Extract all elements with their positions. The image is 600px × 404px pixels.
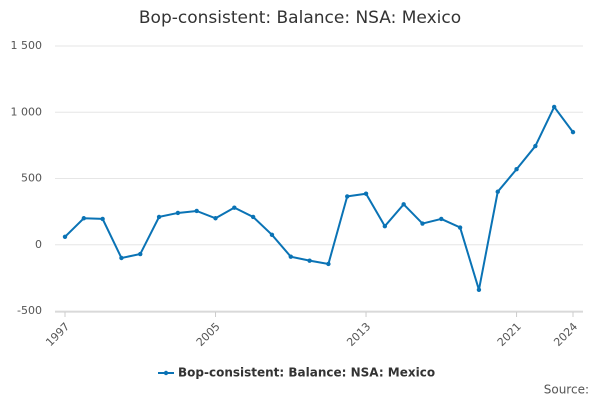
legend-marker [163, 370, 169, 376]
x-tick-label: 2005 [194, 320, 223, 349]
x-tick-label: 2024 [551, 320, 580, 349]
x-tick-label: 2013 [344, 320, 373, 349]
point [514, 167, 519, 172]
point [62, 234, 68, 239]
point [401, 202, 406, 207]
point [269, 232, 275, 238]
x-tick-label: 2021 [495, 320, 524, 349]
point [138, 251, 143, 257]
point [232, 205, 237, 210]
point [420, 221, 425, 226]
point [363, 191, 369, 196]
point [194, 208, 199, 214]
point [439, 216, 444, 222]
point [533, 143, 538, 149]
point [213, 216, 218, 221]
point [81, 216, 87, 221]
y-tick-label: -500 [17, 304, 42, 317]
chart-title: Bop-consistent: Balance: NSA: Mexico [139, 8, 461, 28]
point [307, 258, 312, 263]
point [495, 189, 500, 194]
point [250, 214, 256, 220]
point [457, 225, 463, 230]
point [156, 214, 162, 220]
y-tick-label: 500 [21, 172, 42, 185]
series-line [64, 105, 574, 291]
x-tick-label: 1997 [43, 320, 72, 349]
point [382, 224, 388, 229]
point [345, 194, 350, 199]
point [570, 129, 576, 135]
point [551, 104, 557, 110]
point [119, 255, 124, 261]
point [288, 254, 293, 259]
y-tick-label: 0 [35, 238, 42, 251]
y-tick-label: 1 500 [11, 39, 43, 52]
point [326, 261, 331, 267]
source: Source: [544, 383, 589, 397]
point [476, 287, 482, 292]
point [175, 210, 181, 216]
point [100, 216, 105, 222]
legend-label: Bop-consistent: Balance: NSA: Mexico [178, 366, 435, 380]
y-tick-label: 1 000 [11, 105, 43, 118]
